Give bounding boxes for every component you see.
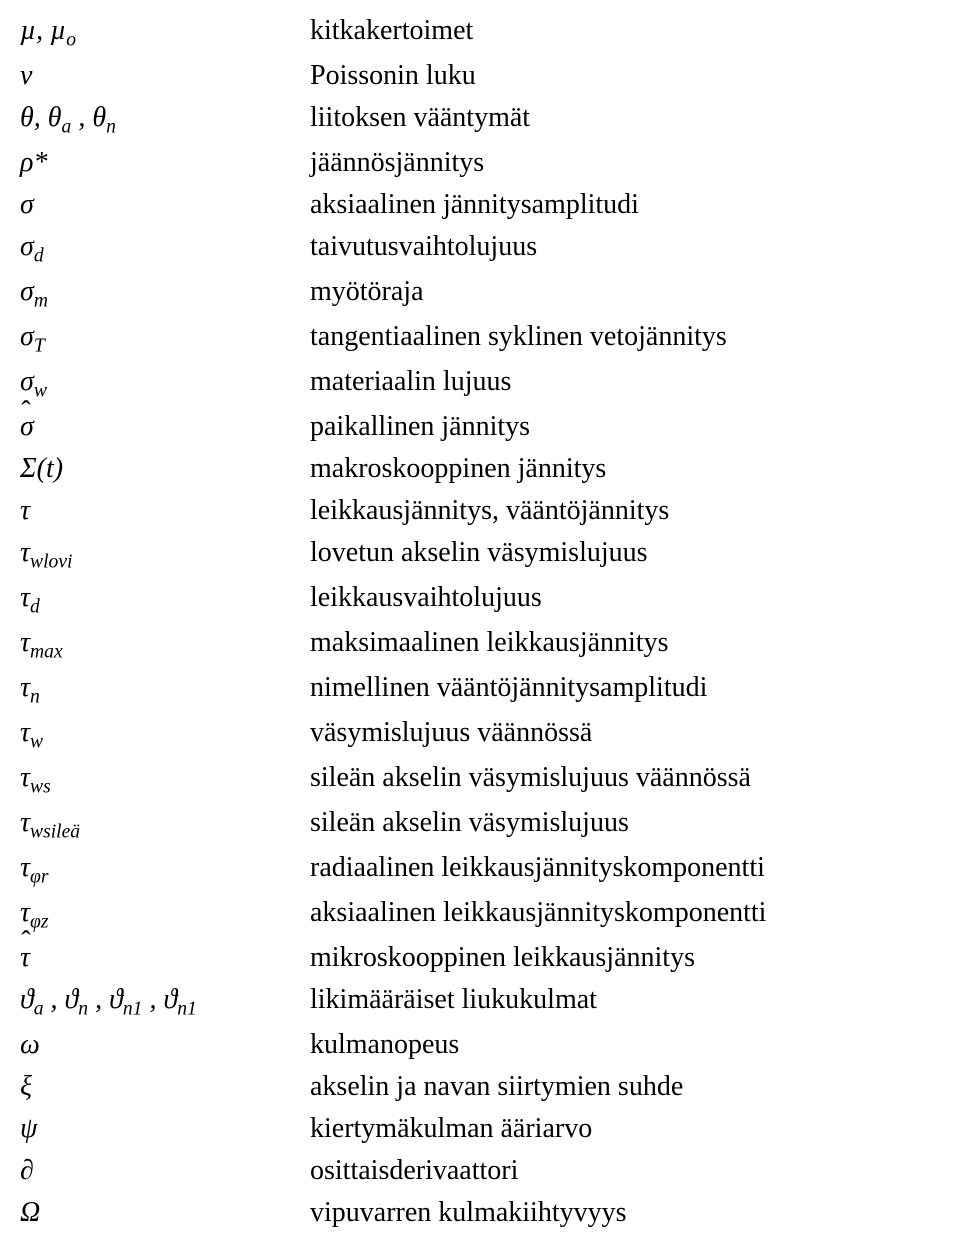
definition-row: Ωvipuvarren kulmakiihtyvyys xyxy=(20,1192,940,1234)
definition-row: µ, µokitkakertoimet xyxy=(20,10,940,55)
symbol-cell: σw xyxy=(20,361,310,406)
symbol-cell: ρ* xyxy=(20,142,310,184)
definition-row: σdtaivutusvaihtolujuus xyxy=(20,226,940,271)
definition-row: τφrradiaalinen leikkausjännityskomponent… xyxy=(20,847,940,892)
description-cell: kulmanopeus xyxy=(310,1024,940,1066)
description-cell: myötöraja xyxy=(310,271,940,313)
description-cell: maksimaalinen leikkausjännitys xyxy=(310,622,940,664)
symbol-cell: ∂ xyxy=(20,1150,310,1192)
description-cell: nimellinen vääntöjännitysamplitudi xyxy=(310,667,940,709)
symbol-cell: τws xyxy=(20,757,310,802)
description-cell: sileän akselin väsymislujuus väännössä xyxy=(310,757,940,799)
definition-row: τmikroskooppinen leikkausjännitys xyxy=(20,937,940,979)
description-cell: taivutusvaihtolujuus xyxy=(310,226,940,268)
symbol-cell: ω xyxy=(20,1024,310,1066)
description-cell: aksiaalinen jännitysamplitudi xyxy=(310,184,940,226)
definition-row: τφzaksiaalinen leikkausjännityskomponent… xyxy=(20,892,940,937)
description-cell: makroskooppinen jännitys xyxy=(310,448,940,490)
symbol-cell: σm xyxy=(20,271,310,316)
description-cell: vipuvarren kulmakiihtyvyys xyxy=(310,1192,940,1234)
description-cell: kiertymäkulman ääriarvo xyxy=(310,1108,940,1150)
definition-row: ϑa , ϑn , ϑn1 , ϑn1likimääräiset liukuku… xyxy=(20,979,940,1024)
symbol-cell: σT xyxy=(20,316,310,361)
definition-row: ωkulmanopeus xyxy=(20,1024,940,1066)
symbol-cell: τw xyxy=(20,712,310,757)
symbol-cell: ψ xyxy=(20,1108,310,1150)
symbol-cell: σ xyxy=(20,184,310,226)
description-cell: osittaisderivaattori xyxy=(310,1150,940,1192)
definition-row: νPoissonin luku xyxy=(20,55,940,97)
description-cell: kitkakertoimet xyxy=(310,10,940,52)
definition-row: ψkiertymäkulman ääriarvo xyxy=(20,1108,940,1150)
description-cell: liitoksen vääntymät xyxy=(310,97,940,139)
definition-row: ξakselin ja navan siirtymien suhde xyxy=(20,1066,940,1108)
definition-row: τwsileäsileän akselin väsymislujuus xyxy=(20,802,940,847)
definition-row: τwssileän akselin väsymislujuus väännöss… xyxy=(20,757,940,802)
symbol-cell: σ xyxy=(20,406,310,448)
symbol-cell: ξ xyxy=(20,1066,310,1108)
description-cell: materiaalin lujuus xyxy=(310,361,940,403)
description-cell: leikkausvaihtolujuus xyxy=(310,577,940,619)
description-cell: akselin ja navan siirtymien suhde xyxy=(310,1066,940,1108)
symbol-cell: ϑa , ϑn , ϑn1 , ϑn1 xyxy=(20,979,310,1024)
definition-row: τwväsymislujuus väännössä xyxy=(20,712,940,757)
description-cell: likimääräiset liukukulmat xyxy=(310,979,940,1021)
description-cell: jäännösjännitys xyxy=(310,142,940,184)
definition-row: Σ(t)makroskooppinen jännitys xyxy=(20,448,940,490)
definition-row: τleikkausjännitys, vääntöjännitys xyxy=(20,490,940,532)
definition-row: τmaxmaksimaalinen leikkausjännitys xyxy=(20,622,940,667)
symbol-cell: Σ(t) xyxy=(20,448,310,490)
symbol-cell: τd xyxy=(20,577,310,622)
definition-row: σwmateriaalin lujuus xyxy=(20,361,940,406)
description-cell: paikallinen jännitys xyxy=(310,406,940,448)
description-cell: leikkausjännitys, vääntöjännitys xyxy=(310,490,940,532)
symbol-cell: τwsileä xyxy=(20,802,310,847)
definition-row: τnnimellinen vääntöjännitysamplitudi xyxy=(20,667,940,712)
definition-row: ρ*jäännösjännitys xyxy=(20,142,940,184)
description-cell: tangentiaalinen syklinen vetojännitys xyxy=(310,316,940,358)
definition-row: σpaikallinen jännitys xyxy=(20,406,940,448)
description-cell: mikroskooppinen leikkausjännitys xyxy=(310,937,940,979)
symbol-definition-list: µ, µokitkakertoimetνPoissonin lukuθ, θa … xyxy=(20,10,940,1234)
symbol-cell: τφz xyxy=(20,892,310,937)
symbol-cell: τn xyxy=(20,667,310,712)
symbol-cell: ν xyxy=(20,55,310,97)
definition-row: σaksiaalinen jännitysamplitudi xyxy=(20,184,940,226)
definition-row: θ, θa , θnliitoksen vääntymät xyxy=(20,97,940,142)
description-cell: radiaalinen leikkausjännityskomponentti xyxy=(310,847,940,889)
symbol-cell: Ω xyxy=(20,1192,310,1234)
symbol-cell: θ, θa , θn xyxy=(20,97,310,142)
symbol-cell: τφr xyxy=(20,847,310,892)
symbol-cell: τwlovi xyxy=(20,532,310,577)
description-cell: Poissonin luku xyxy=(310,55,940,97)
definition-row: σTtangentiaalinen syklinen vetojännitys xyxy=(20,316,940,361)
description-cell: aksiaalinen leikkausjännityskomponentti xyxy=(310,892,940,934)
description-cell: sileän akselin väsymislujuus xyxy=(310,802,940,844)
symbol-cell: τmax xyxy=(20,622,310,667)
definition-row: τdleikkausvaihtolujuus xyxy=(20,577,940,622)
definition-row: ∂osittaisderivaattori xyxy=(20,1150,940,1192)
definition-row: τwlovilovetun akselin väsymislujuus xyxy=(20,532,940,577)
description-cell: väsymislujuus väännössä xyxy=(310,712,940,754)
symbol-cell: σd xyxy=(20,226,310,271)
symbol-cell: τ xyxy=(20,490,310,532)
symbol-cell: µ, µo xyxy=(20,10,310,55)
definition-row: σmmyötöraja xyxy=(20,271,940,316)
description-cell: lovetun akselin väsymislujuus xyxy=(310,532,940,574)
symbol-cell: τ xyxy=(20,937,310,979)
